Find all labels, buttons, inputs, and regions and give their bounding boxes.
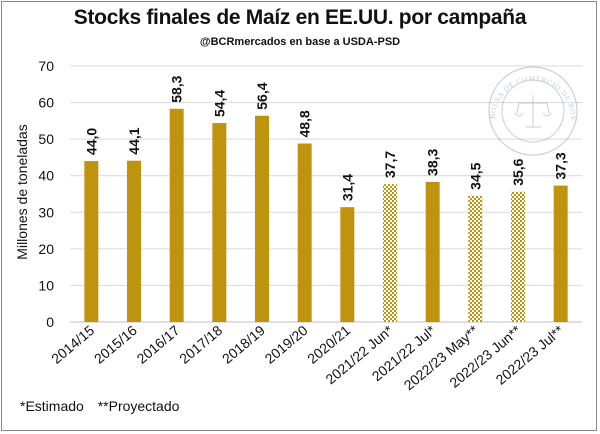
x-tick-label: 2018/19 bbox=[219, 322, 268, 367]
value-label: 34,5 bbox=[467, 162, 483, 189]
x-tick-label: 2014/15 bbox=[48, 322, 97, 367]
value-label: 44,1 bbox=[126, 127, 142, 154]
seal-outer-ring bbox=[488, 66, 578, 156]
value-labels: 44,0 44,1 58,3 54,4 56,4 48,8 31,4 37,7 38,3 34,5… bbox=[83, 75, 568, 201]
value-label: 37,7 bbox=[382, 151, 398, 178]
bar bbox=[468, 195, 483, 322]
value-label: 58,3 bbox=[169, 75, 185, 102]
footnotes: *Estimado **Proyectado bbox=[20, 398, 189, 414]
chart-subtitle: @BCRmercados en base a USDA-PSD bbox=[199, 36, 401, 48]
footnote-projected: **Proyectado bbox=[97, 398, 180, 414]
bar bbox=[212, 123, 227, 323]
bar bbox=[297, 143, 312, 322]
value-label: 38,3 bbox=[425, 148, 441, 175]
y-tick-label: 0 bbox=[46, 314, 54, 330]
y-tick-label: 30 bbox=[38, 204, 54, 220]
footnote-estimated: *Estimado bbox=[20, 398, 84, 414]
bar bbox=[127, 160, 141, 322]
y-tick-label: 40 bbox=[38, 168, 54, 184]
value-label: 37,3 bbox=[553, 152, 569, 179]
value-label: 48,8 bbox=[297, 110, 313, 137]
bar bbox=[553, 185, 568, 322]
bar bbox=[425, 181, 440, 322]
value-label: 54,4 bbox=[211, 90, 227, 117]
y-tick-label: 20 bbox=[38, 241, 54, 257]
value-label: 56,4 bbox=[254, 82, 270, 109]
bar bbox=[383, 184, 397, 322]
x-axis: 2014/152015/162016/172017/182018/192019/… bbox=[48, 322, 567, 394]
seal-emblem bbox=[514, 95, 552, 128]
y-tick-label: 60 bbox=[38, 95, 54, 111]
y-tick-label: 50 bbox=[38, 131, 54, 147]
y-axis: 0 10 20 30 40 50 60 70 bbox=[38, 58, 54, 330]
x-tick-label: 2017/18 bbox=[176, 322, 225, 367]
seal-inner-ring bbox=[501, 79, 565, 143]
x-tick-label: 2019/20 bbox=[262, 322, 311, 367]
y-tick-label: 70 bbox=[38, 58, 54, 74]
value-label: 35,6 bbox=[510, 158, 526, 185]
bar bbox=[255, 115, 269, 322]
bar bbox=[340, 207, 355, 322]
x-tick-label: 2016/17 bbox=[134, 322, 183, 367]
bar bbox=[511, 191, 525, 322]
x-tick-label: 2015/16 bbox=[91, 322, 140, 367]
y-axis-label: Millones de toneladas bbox=[14, 124, 30, 259]
bars bbox=[84, 108, 568, 323]
value-label: 44,0 bbox=[83, 128, 99, 155]
x-tick-label: 2022/23 May** bbox=[401, 322, 482, 394]
value-label: 31,4 bbox=[339, 174, 355, 201]
bar bbox=[84, 161, 99, 322]
gridlines bbox=[70, 65, 582, 323]
y-tick-label: 10 bbox=[38, 277, 54, 293]
chart-title: Stocks finales de Maíz en EE.UU. por cam… bbox=[73, 6, 527, 29]
bar bbox=[169, 108, 184, 322]
